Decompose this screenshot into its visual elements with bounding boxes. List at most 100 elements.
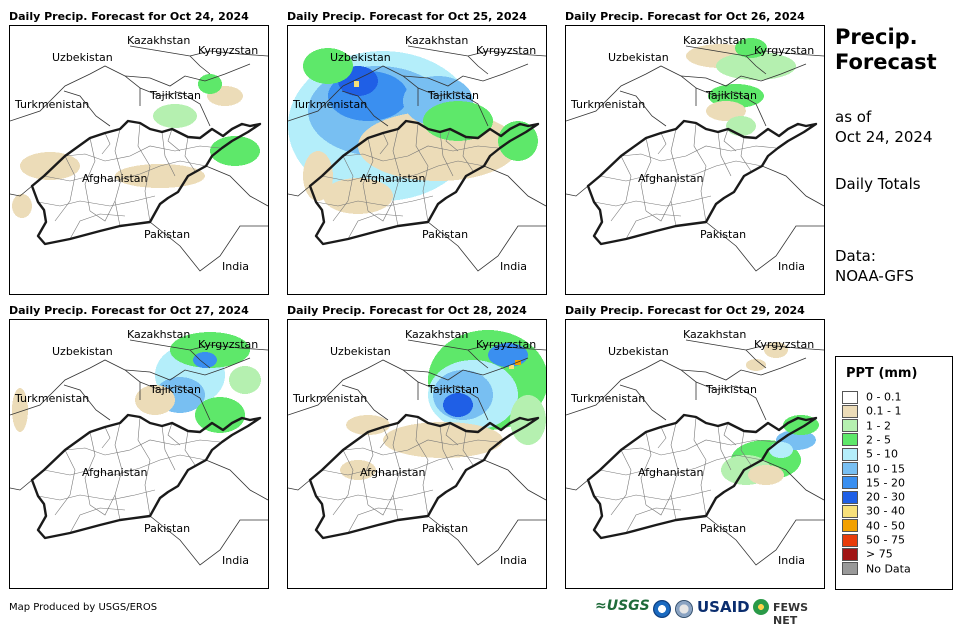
country-label-kazakhstan: Kazakhstan (405, 328, 468, 341)
country-label-afghanistan: Afghanistan (360, 466, 426, 479)
precip-area (746, 359, 766, 371)
country-label-afghanistan: Afghanistan (360, 172, 426, 185)
legend-swatch (842, 562, 858, 576)
province-boundary (37, 195, 156, 207)
legend-item: 20 - 30 (842, 490, 905, 504)
country-label-pakistan: Pakistan (144, 228, 190, 241)
province-boundary (717, 425, 732, 471)
province-boundary (640, 431, 652, 506)
afghanistan-border (30, 413, 262, 540)
legend-item: No Data (842, 562, 911, 576)
province-boundary (392, 128, 401, 227)
country-label-kazakhstan: Kazakhstan (127, 328, 190, 341)
legend-item: 2 - 5 (842, 433, 891, 447)
province-boundary (347, 507, 404, 534)
country-label-turkmenistan: Turkmenistan (14, 98, 89, 111)
province-boundary (462, 430, 474, 466)
province-boundary (439, 131, 454, 177)
province-boundary (137, 416, 151, 517)
province-boundary (599, 160, 763, 182)
precip-area (769, 442, 793, 458)
country-border (129, 339, 268, 351)
province-boundary (54, 155, 76, 222)
province-boundary (610, 155, 632, 222)
country-border (417, 381, 489, 421)
legend-item: 10 - 15 (842, 462, 905, 476)
afghanistan-border (586, 413, 818, 540)
country-label-tajikistan: Tajikistan (427, 383, 479, 396)
legend-swatch (842, 404, 858, 418)
legend-item: 15 - 20 (842, 476, 905, 490)
country-border (685, 45, 824, 57)
province-boundary (69, 507, 126, 534)
country-border (705, 515, 824, 566)
country-label-pakistan: Pakistan (700, 228, 746, 241)
legend-label: 50 - 75 (866, 533, 905, 547)
afghanistan-border (308, 413, 540, 540)
country-label-kyrgyzstan: Kyrgyzstan (754, 44, 814, 57)
precip-map: Uzbekistan Kazakhstan Kyrgyzstan Tajikistan… (287, 25, 547, 295)
country-border (680, 357, 807, 381)
province-boundary (367, 494, 394, 516)
country-border (417, 87, 489, 127)
afghanistan-border (586, 119, 818, 246)
province-boundary (54, 449, 76, 516)
legend-label: 0 - 0.1 (866, 390, 902, 404)
country-label-india: India (222, 554, 249, 567)
country-border (288, 185, 311, 197)
province-boundary (332, 449, 354, 516)
country-border (10, 479, 33, 491)
province-boundary (315, 195, 434, 207)
country-border (745, 349, 767, 369)
precip-area (20, 152, 80, 180)
precip-area (12, 194, 32, 218)
legend-swatch (842, 504, 858, 518)
country-label-turkmenistan: Turkmenistan (14, 392, 89, 405)
country-label-turkmenistan: Turkmenistan (292, 98, 367, 111)
country-label-turkmenistan: Turkmenistan (570, 392, 645, 405)
country-label-afghanistan: Afghanistan (638, 172, 704, 185)
province-boundary (723, 128, 737, 152)
legend-label: 15 - 20 (866, 476, 905, 490)
precip-map-svg: Uzbekistan Kazakhstan Kyrgyzstan Tajikistan… (288, 34, 546, 273)
country-label-india: India (222, 260, 249, 273)
country-label-india: India (778, 554, 805, 567)
country-label-kyrgyzstan: Kyrgyzstan (476, 338, 536, 351)
country-border (149, 515, 268, 566)
province-boundary (184, 136, 196, 172)
country-label-kazakhstan: Kazakhstan (683, 328, 746, 341)
precip-area (170, 332, 250, 368)
province-boundary (64, 145, 221, 162)
daily-totals-label: Daily Totals (835, 175, 921, 193)
country-label-uzbekistan: Uzbekistan (330, 345, 391, 358)
province-boundary (342, 145, 499, 162)
province-boundary (321, 454, 485, 476)
province-boundary (599, 454, 763, 476)
panel-title: Daily Precip. Forecast for Oct 27, 2024 (9, 304, 249, 317)
country-border (341, 384, 389, 421)
precip-area (323, 178, 393, 214)
precip-area (748, 465, 784, 485)
legend-swatch (842, 419, 858, 433)
country-border (427, 515, 546, 566)
country-border (288, 359, 419, 416)
province-boundary (114, 422, 123, 521)
country-border (705, 221, 824, 272)
country-border (695, 381, 767, 421)
country-label-pakistan: Pakistan (422, 522, 468, 535)
precip-map-svg: Uzbekistan Kazakhstan Kyrgyzstan Tajikistan… (10, 328, 268, 567)
precip-area (12, 388, 28, 432)
precip-area (706, 101, 746, 121)
country-border (483, 459, 546, 501)
panel-title: Daily Precip. Forecast for Oct 28, 2024 (287, 304, 527, 317)
precip-area (135, 385, 175, 415)
province-boundary (64, 439, 221, 456)
precip-map-svg: Uzbekistan Kazakhstan Kyrgyzstan Tajikistan… (10, 34, 268, 273)
state-department-seal (675, 600, 693, 618)
country-border (566, 65, 697, 122)
country-border (619, 90, 667, 127)
country-border (467, 349, 489, 369)
province-boundary (740, 430, 752, 466)
precip-map-svg: Uzbekistan Kazakhstan Kyrgyzstan Tajikistan… (288, 328, 546, 567)
